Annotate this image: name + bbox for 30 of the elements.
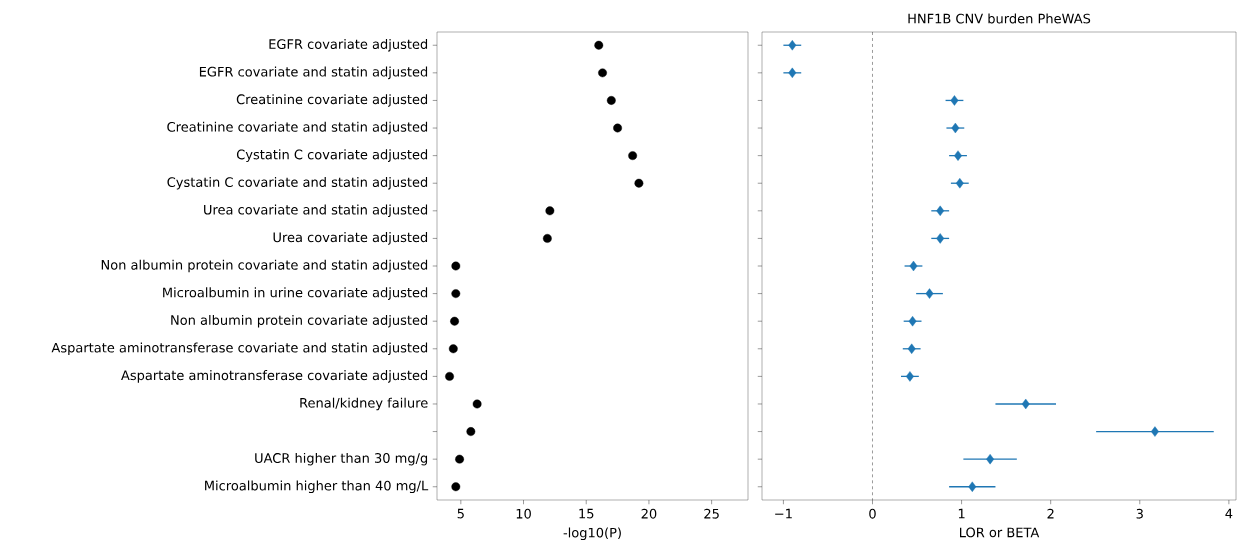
y-tick-label: Microalbumin higher than 40 mg/L: [205, 480, 429, 494]
y-tick-label: EGFR covariate adjusted: [269, 38, 428, 52]
y-tick-label: Microalbumin in urine covariate adjusted: [163, 287, 428, 300]
y-tick-label: Urea covariate and statin adjusted: [204, 204, 428, 218]
y-tick-label: Urea covariate adjusted: [273, 232, 428, 245]
x-tick-label: −1: [775, 508, 792, 519]
y-tick-label: Creatinine covariate adjusted: [236, 94, 428, 107]
x-tick-label: 25: [704, 508, 719, 519]
x-tick-label: 20: [641, 508, 657, 519]
y-tick-label: Cystatin C covariate and statin adjusted: [167, 176, 428, 190]
y-tick-label: Cystatin C covariate adjusted: [236, 149, 428, 162]
y-tick-label: Renal/kidney failure: [300, 397, 428, 411]
x-tick-label: 4: [1225, 508, 1233, 519]
y-tick-label: Aspartate aminotransferase covariate adjusted: [121, 370, 428, 383]
chart-title: HNF1B CNV burden PheWAS: [908, 13, 1091, 24]
x-tick-label: 1: [958, 508, 965, 519]
x-axis-title: -log10(P): [563, 527, 621, 541]
x-tick-label: 5: [457, 508, 464, 519]
x-tick-label: 10: [516, 508, 531, 519]
y-tick-label: Non albumin protein covariate and statin adjusted: [101, 259, 428, 273]
x-axis-title: LOR or BETA: [960, 527, 1040, 538]
x-tick-label: 15: [579, 508, 594, 519]
x-tick-label: 3: [1136, 508, 1143, 519]
x-tick-label: 2: [1047, 508, 1054, 519]
y-tick-label: Creatinine covariate and statin adjusted: [167, 121, 428, 135]
y-tick-label: UACR higher than 30 mg/g: [255, 452, 428, 466]
y-tick-label: EGFR covariate and statin adjusted: [199, 66, 428, 80]
y-tick-label: Aspartate aminotransferase covariate and statin adjusted: [51, 342, 428, 356]
y-tick-label: Non albumin protein covariate adjusted: [171, 314, 428, 328]
x-tick-label: 0: [869, 508, 876, 519]
